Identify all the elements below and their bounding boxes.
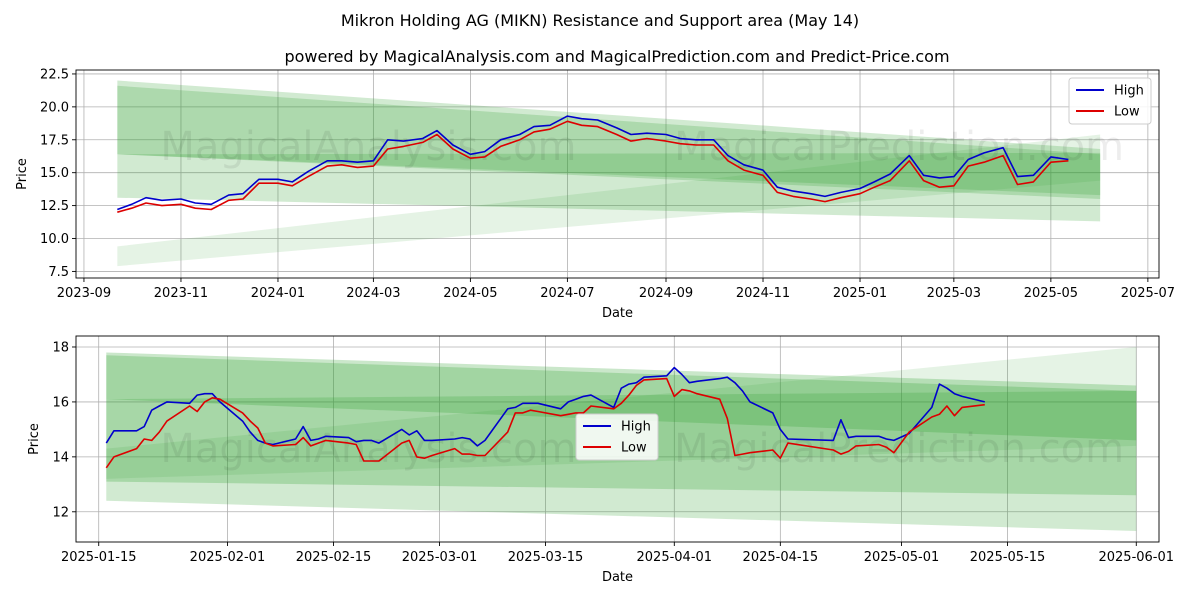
band-3 <box>106 346 1137 479</box>
x-axis-label: Date <box>602 306 633 321</box>
x-tick-label: 2024-01 <box>251 286 305 301</box>
x-tick-label: 2025-07 <box>1121 286 1175 301</box>
bottom-panel: MagicalAnalysis.com MagicalPrediction.com… <box>27 335 1174 585</box>
x-tick-label: 2025-02-01 <box>190 550 266 565</box>
chart-title: Mikron Holding AG (MIKN) Resistance and … <box>341 11 859 30</box>
legend-label-high: High <box>621 420 651 435</box>
y-tick-label: 14 <box>52 450 69 465</box>
top-panel: MagicalAnalysis.com MagicalPrediction.com… <box>15 67 1175 321</box>
x-tick-label: 2024-03 <box>346 286 400 301</box>
x-tick-label: 2025-03-15 <box>508 550 584 565</box>
x-tick-label: 2025-03 <box>927 286 981 301</box>
plot-frame <box>75 335 1160 543</box>
band-2 <box>117 152 1101 222</box>
x-tick-label: 2025-06-01 <box>1098 550 1174 565</box>
x-tick-label: 2024-05 <box>443 286 497 301</box>
x-tick-label: 2025-04-15 <box>743 550 819 565</box>
x-tick-label: 2025-02-15 <box>296 550 372 565</box>
series-line-low <box>117 120 1069 213</box>
legend-label-low: Low <box>1114 105 1140 120</box>
y-tick-label: 15.0 <box>40 166 69 181</box>
x-tick-label: 2025-05 <box>1024 286 1078 301</box>
y-tick-label: 18 <box>52 340 69 355</box>
band-2 <box>106 390 1137 532</box>
band-0 <box>106 352 1137 441</box>
series-lines <box>105 366 985 469</box>
y-tick-label: 12 <box>52 505 69 520</box>
y-axis-label: Price <box>15 158 30 190</box>
legend-label-high: High <box>1114 84 1144 99</box>
x-tick-label: 2025-01 <box>833 286 887 301</box>
watermark-left: MagicalAnalysis.com <box>160 426 576 472</box>
y-tick-label: 12.5 <box>40 199 69 214</box>
y-tick-label: 22.5 <box>40 67 69 82</box>
y-tick-label: 17.5 <box>40 133 69 148</box>
x-tick-label: 2023-09 <box>57 286 111 301</box>
y-tick-label: 16 <box>52 395 69 410</box>
series-line-low <box>105 377 985 469</box>
plot-frame <box>75 69 1160 279</box>
band-3 <box>117 134 1101 267</box>
x-tick-label: 2023-11 <box>154 286 208 301</box>
x-tick-label: 2025-01-15 <box>61 550 137 565</box>
y-tick-label: 20.0 <box>40 100 69 115</box>
y-axis-ticks: 12 14 16 18 <box>52 340 76 520</box>
watermark-right: MagicalPrediction.com <box>674 124 1124 170</box>
x-tick-label: 2025-04-01 <box>637 550 713 565</box>
y-tick-label: 7.5 <box>48 265 69 280</box>
x-tick-label: 2025-05-01 <box>864 550 940 565</box>
series-line-high <box>117 115 1069 211</box>
watermark-right: MagicalPrediction.com <box>674 426 1124 472</box>
x-axis-ticks: 2023-09 2023-11 2024-01 2024-03 2024-05 2024-… <box>57 278 1175 301</box>
x-axis-label: Date <box>602 570 633 585</box>
series-line-high <box>105 366 985 447</box>
x-tick-label: 2024-09 <box>639 286 693 301</box>
y-axis-ticks: 7.5 10.0 12.5 15.0 17.5 20.0 22.5 <box>40 67 76 280</box>
watermark: MagicalAnalysis.com MagicalPrediction.com <box>160 426 1124 472</box>
x-axis-ticks: 2025-01-15 2025-02-01 2025-02-15 2025-03-01… <box>61 542 1174 565</box>
x-tick-label: 2024-07 <box>540 286 594 301</box>
y-axis-label: Price <box>27 423 42 455</box>
band-0 <box>117 80 1101 200</box>
legend-label-low: Low <box>621 441 647 456</box>
watermark: MagicalAnalysis.com MagicalPrediction.com <box>160 124 1124 170</box>
band-1 <box>117 85 1101 196</box>
legend: High Low <box>1068 77 1152 125</box>
x-tick-label: 2025-03-01 <box>402 550 478 565</box>
legend: High Low <box>575 413 659 461</box>
x-tick-label: 2024-11 <box>736 286 790 301</box>
support-resistance-bands <box>117 80 1101 267</box>
series-lines <box>117 115 1069 213</box>
watermark-left: MagicalAnalysis.com <box>160 124 576 170</box>
x-tick-label: 2025-05-15 <box>970 550 1046 565</box>
y-tick-label: 10.0 <box>40 232 69 247</box>
chart-subtitle: powered by MagicalAnalysis.com and Magic… <box>284 47 949 66</box>
